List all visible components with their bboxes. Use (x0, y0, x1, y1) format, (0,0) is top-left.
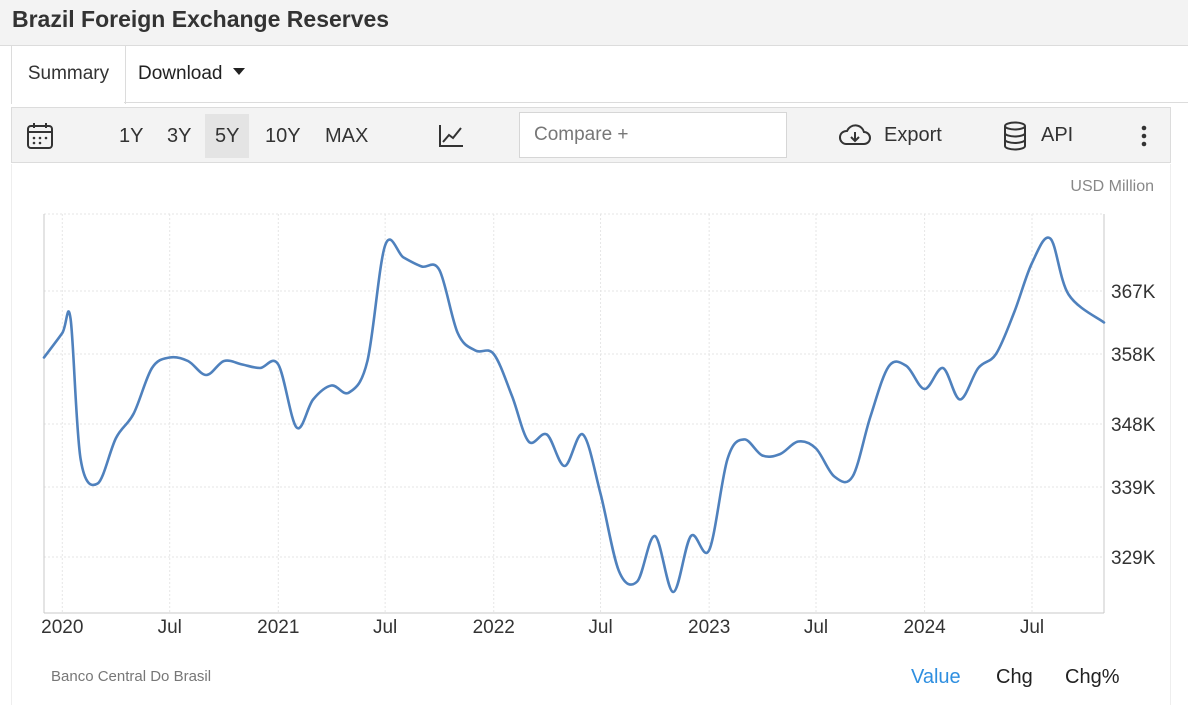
mode-value-button[interactable]: Value (911, 666, 961, 688)
x-tick-label: 2020 (41, 617, 83, 638)
chart-toolbar: 1Y 3Y 5Y 10Y MAX Compare + Export API (11, 107, 1171, 163)
database-icon[interactable] (1003, 121, 1027, 157)
x-tick-label: 2022 (473, 617, 515, 638)
tabs-divider (124, 102, 1188, 103)
x-tick-label: Jul (804, 617, 828, 638)
y-tick-label: 367K (1111, 282, 1156, 303)
download-dropdown[interactable]: Download (138, 46, 245, 102)
page-title: Brazil Foreign Exchange Reserves (12, 6, 390, 32)
range-1y-button[interactable]: 1Y (119, 125, 144, 147)
mode-chgpct-button[interactable]: Chg% (1065, 666, 1120, 688)
calendar-icon[interactable] (26, 122, 54, 156)
mode-chg-button[interactable]: Chg (996, 666, 1033, 688)
y-tick-label: 358K (1111, 345, 1156, 366)
x-tick-label: Jul (373, 617, 397, 638)
range-5y-button[interactable]: 5Y (205, 114, 250, 158)
compare-input[interactable]: Compare + (519, 112, 787, 158)
download-label: Download (138, 63, 223, 84)
y-tick-label: 348K (1111, 415, 1156, 436)
more-vert-icon[interactable] (1140, 124, 1148, 154)
title-bar: Brazil Foreign Exchange Reserves (0, 0, 1188, 46)
cloud-download-icon[interactable] (838, 122, 872, 154)
tab-summary[interactable]: Summary (11, 46, 126, 104)
line-chart-icon[interactable] (438, 123, 464, 155)
y-tick-label: 329K (1111, 548, 1156, 569)
unit-label: USD Million (1070, 178, 1154, 195)
api-button[interactable]: API (1041, 124, 1074, 146)
x-tick-label: Jul (588, 617, 612, 638)
series-line (42, 236, 1106, 594)
x-tick-label: 2021 (257, 617, 299, 638)
range-10y-button[interactable]: 10Y (265, 125, 301, 147)
x-tick-label: 2023 (688, 617, 730, 638)
range-max-button[interactable]: MAX (325, 125, 369, 147)
range-3y-button[interactable]: 3Y (167, 125, 192, 147)
plot-panel (11, 164, 1171, 705)
caret-down-icon (232, 68, 245, 76)
tab-bar: Summary Download (0, 46, 1188, 104)
x-tick-label: Jul (158, 617, 182, 638)
y-tick-label: 339K (1111, 478, 1156, 499)
x-tick-label: 2024 (903, 617, 946, 638)
source-label: Banco Central Do Brasil (51, 668, 212, 685)
x-tick-label: Jul (1020, 617, 1044, 638)
export-button[interactable]: Export (884, 124, 942, 146)
